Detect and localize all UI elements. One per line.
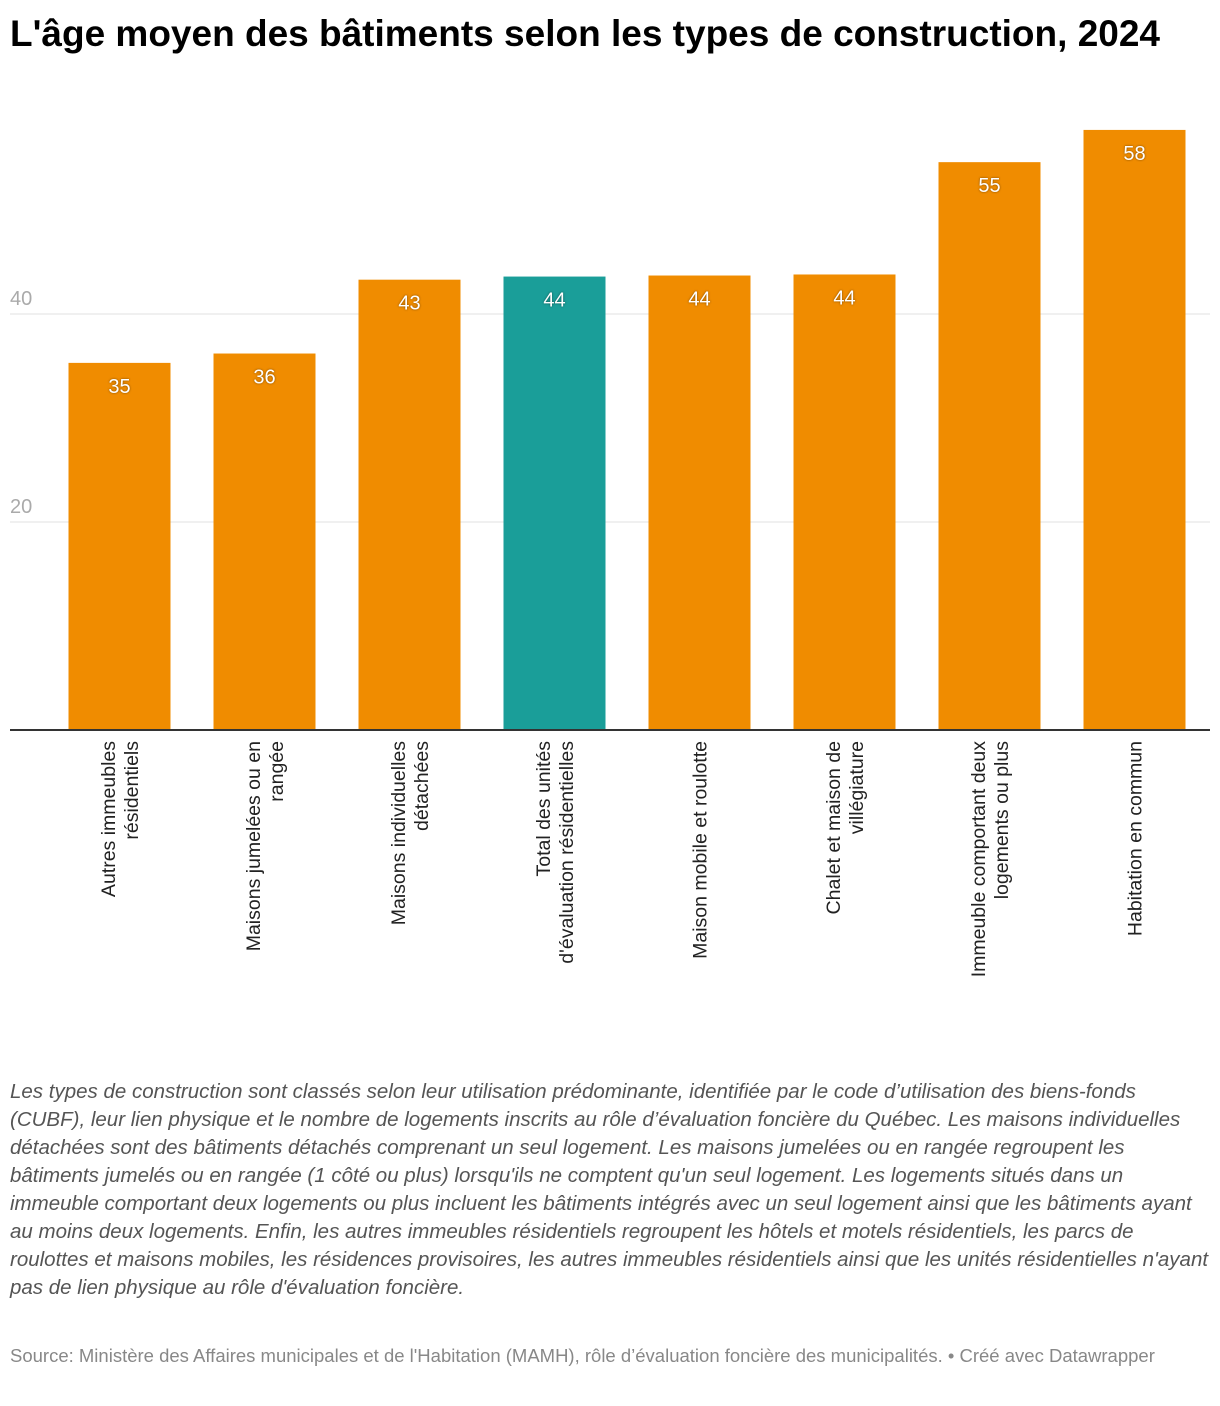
y-tick-label: 40	[10, 288, 32, 310]
x-tick-label: Habitation en commun	[1125, 741, 1147, 936]
x-tick-label: Chalet et maison devillégiature	[823, 741, 868, 914]
value-label: 44	[543, 290, 565, 312]
notes: Les types de construction sont classés s…	[10, 1080, 1209, 1299]
bar	[1083, 129, 1186, 731]
source: Source: Ministère des Affaires municipal…	[10, 1345, 1155, 1366]
x-tick-label: Maisons jumelées ou enrangée	[243, 741, 288, 951]
bar	[358, 279, 461, 730]
value-label: 43	[398, 293, 420, 315]
value-label: 44	[688, 289, 710, 311]
x-tick-label: Maison mobile et roulotte	[690, 741, 712, 959]
bar	[793, 274, 896, 730]
x-tick-label: Autres immeublesrésidentiels	[98, 741, 143, 897]
chart: 20 40 35 Autres immeublesrésidentiels 36 Mais…	[10, 129, 1210, 978]
bar	[213, 353, 316, 730]
bar	[68, 362, 171, 730]
x-tick-label: Maisons individuellesdétachées	[388, 741, 433, 926]
x-tick-label: Total des unitésd'évaluation résidentiel…	[533, 741, 578, 964]
value-label: 35	[108, 376, 130, 398]
value-label: 44	[833, 287, 855, 309]
x-tick-label: Immeuble comportant deuxlogements ou plu…	[968, 741, 1013, 978]
bar	[648, 275, 751, 730]
chart-title: L'âge moyen des bâtiments selon les type…	[10, 13, 1160, 54]
bar	[503, 276, 606, 730]
value-label: 36	[253, 367, 275, 389]
bar	[938, 162, 1041, 730]
value-label: 58	[1123, 143, 1145, 165]
value-label: 55	[978, 175, 1000, 197]
y-tick-label: 20	[10, 496, 32, 518]
